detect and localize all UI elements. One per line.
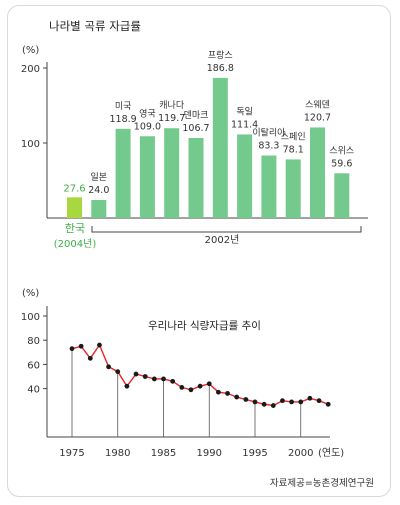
figure-frame [7,5,391,497]
bar-category-label: 프랑스 [208,49,233,61]
line-point [243,397,249,402]
line-chart-y-unit: (%) [22,288,39,299]
line-point [206,381,212,387]
line-point [252,399,258,405]
line-point [78,343,84,349]
bar-category-label: 스웨덴 [305,98,330,110]
line-chart-x-unit: (연도) [318,447,344,459]
line-x-tick-label: 1985 [151,448,176,459]
bar-chart-title: 나라별 곡류 자급률 [49,19,141,33]
bar-7 [212,77,228,219]
bar-category-label: 스페인 [281,131,306,142]
line-y-tick-label: 60 [27,360,40,371]
bar-value-label: 78.1 [283,144,304,155]
bar-3 [115,128,131,218]
line-point [161,376,166,382]
line-point [316,398,322,404]
bar-5 [164,128,180,218]
line-point [151,376,157,382]
line-point [280,398,285,404]
line-point [133,371,139,377]
bar-value-label: 24.0 [88,185,109,196]
line-point [106,364,111,370]
line-x-tick-label: 1990 [197,448,222,459]
bar-chart-group-bracket [91,226,362,233]
line-point [97,342,102,348]
line-x-tick-label: 1980 [105,448,130,459]
line-x-tick-label: 1995 [242,448,267,459]
line-x-tick-label: 2000 [288,448,313,459]
line-point [325,401,331,407]
bar-10 [285,159,301,218]
bar-y-tick-label: 200 [21,64,40,75]
highlight-category-label: 한국 [65,222,85,235]
line-point [69,346,75,352]
bar-value-label: 111.4 [231,119,258,130]
bar-2 [91,200,107,218]
line-y-tick-label: 80 [27,336,40,347]
line-point [216,389,221,395]
bar-category-label: 스위스 [329,145,354,156]
line-point [124,383,130,389]
bar-value-label: 118.9 [109,114,136,125]
bar-8 [237,134,253,218]
bar-6 [188,137,204,218]
line-y-tick-label: 100 [21,312,40,323]
bar-category-label: 미국 [115,101,132,112]
bar-category-label: 독일 [236,106,253,117]
bar-chart-group-label: 2002년 [205,234,240,246]
bar-category-label: 이탈리아 [252,128,286,139]
line-point [179,384,185,390]
bar-category-label: 영국 [139,108,156,119]
bar-value-label: 106.7 [182,123,209,134]
source-note: 자료제공=농촌경제연구원 [270,477,374,489]
line-point [197,383,203,389]
bar-category-label: 일본 [91,172,108,183]
line-point [298,399,304,405]
bar-11 [310,127,325,218]
highlight-note-label: (2004년) [54,238,97,250]
line-point [261,401,267,407]
line-point [142,374,148,379]
line-series [71,343,329,407]
bar-value-label: 59.6 [331,158,352,169]
line-point [234,394,240,400]
bar-value-label: 27.6 [63,183,85,194]
bar-category-label: 덴마크 [184,110,209,121]
line-chart-title: 우리나라 식량자급률 추이 [148,320,261,332]
bar-value-label: 119.7 [158,113,185,124]
bar-value-label: 109.0 [134,121,161,132]
bar-category-label: 캐나다 [159,100,185,111]
line-point [225,391,230,396]
line-point [307,395,313,401]
line-point [170,378,176,384]
bar-value-label: 186.8 [207,63,234,74]
bar-12 [334,173,350,218]
line-point [115,369,121,375]
bar-y-tick-label: 100 [21,139,40,150]
bar-1 [67,197,82,218]
line-x-tick-label: 1975 [59,448,84,459]
line-point [87,355,93,361]
bar-value-label: 120.7 [304,112,331,123]
line-point [289,399,294,405]
line-y-tick-label: 40 [27,385,40,396]
bar-9 [261,155,277,218]
bar-value-label: 83.3 [258,141,279,152]
line-point [188,387,194,393]
line-point [270,403,276,408]
bar-chart-y-unit: (%) [22,45,39,56]
bar-4 [139,136,155,218]
